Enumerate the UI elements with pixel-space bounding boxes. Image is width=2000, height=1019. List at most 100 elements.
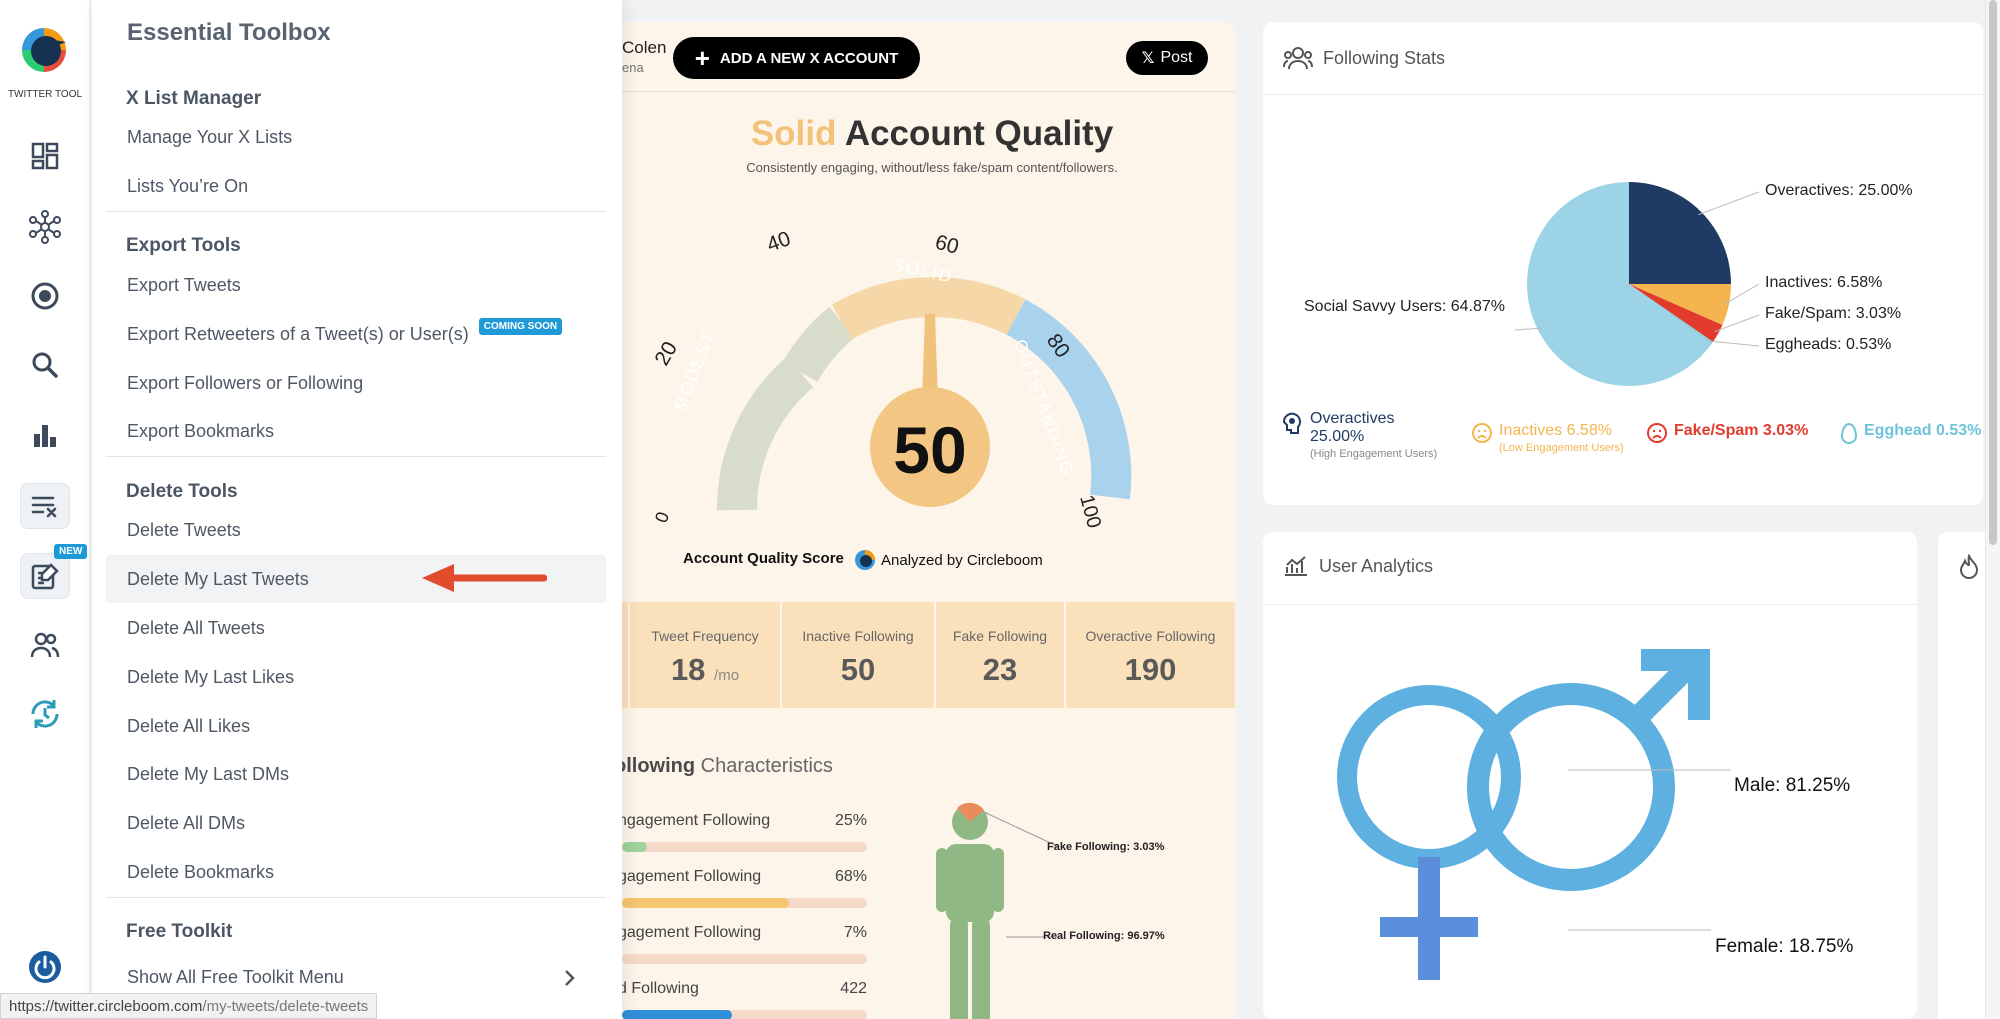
dashboard-icon[interactable] <box>20 133 70 179</box>
metric-edge <box>622 602 630 708</box>
page-scrollbar[interactable] <box>1985 0 2000 1019</box>
menu-item-delete-tweets[interactable]: Delete Tweets <box>127 519 241 540</box>
section-delete-tools: Delete Tools <box>126 481 238 502</box>
gauge-tick-60: 60 <box>933 231 962 259</box>
circleboom-mini-logo <box>855 550 875 570</box>
red-arrow-annotation <box>422 564 547 592</box>
legend-inactives: Inactives 6.58% (Low Engagement Users) <box>1471 422 1624 454</box>
fire-icon <box>1959 554 1979 579</box>
users-icon[interactable] <box>20 622 70 668</box>
pie-leader-line <box>1714 314 1760 333</box>
scrollbar-thumb[interactable] <box>1989 0 1997 545</box>
gauge-band-modest-upper <box>782 306 856 383</box>
metric-label: Overactive Following <box>1085 628 1216 644</box>
status-host: https://twitter.circleboom.com <box>9 997 203 1015</box>
characteristic-track <box>622 1010 867 1019</box>
menu-item-delete-last-likes[interactable]: Delete My Last Likes <box>127 666 295 687</box>
free-toolkit-label: Show All Free Toolkit Menu <box>127 966 344 987</box>
users-group-icon <box>1283 47 1313 70</box>
power-icon[interactable] <box>20 944 70 990</box>
section-free-toolkit: Free Toolkit <box>126 921 233 942</box>
following-person-figure <box>936 802 1058 1019</box>
menu-item-export-tweets[interactable]: Export Tweets <box>127 274 241 295</box>
export-retweeters-label: Export Retweeters of a Tweet(s) or User(… <box>127 323 469 344</box>
sync-icon[interactable] <box>20 691 70 737</box>
pie-leader-line <box>1724 283 1760 305</box>
sad-face-icon <box>1472 423 1492 443</box>
user-analytics-header: User Analytics <box>1283 555 1433 577</box>
legend-egghead: Egghead 0.53% <box>1840 422 1981 444</box>
legend-overactives-label: Overactives <box>1310 410 1395 427</box>
menu-divider <box>106 897 606 898</box>
quality-word: Solid <box>750 114 837 153</box>
user-analytics-card: User Analytics Male: 81.25% Female: 18.7… <box>1263 532 1917 1019</box>
characteristic-value: 25% <box>834 812 867 829</box>
add-account-button[interactable]: + ADD A NEW X ACCOUNT <box>673 37 920 79</box>
search-icon[interactable] <box>20 342 70 388</box>
menu-item-manage-lists[interactable]: Manage Your X Lists <box>127 126 293 147</box>
plus-icon: + <box>694 43 710 73</box>
metric-overactive-following: Overactive Following 190 <box>1066 602 1235 708</box>
characteristic-label: d Following <box>622 980 699 997</box>
metric-tweet-frequency: Tweet Frequency 18 /mo <box>630 602 782 708</box>
legend-overactives-value: 25.00% <box>1310 428 1365 445</box>
target-icon[interactable] <box>20 273 70 319</box>
quality-gauge: 50 0 20 40 60 80 100 MODEST SOLID OUTSTA… <box>650 227 1132 531</box>
following-stats-card: Following Stats Overactives: 25.00% Inac… <box>1263 22 1983 505</box>
pie-label-social-savvy: Social Savvy Users: 64.87% <box>1304 298 1505 315</box>
add-account-label: ADD A NEW X ACCOUNT <box>719 49 899 67</box>
gauge-needle <box>922 314 938 402</box>
bar-chart-icon[interactable] <box>20 412 70 458</box>
menu-item-delete-last-dms[interactable]: Delete My Last DMs <box>127 763 290 784</box>
x-post-button[interactable]: 𝕏 Post <box>1126 41 1208 75</box>
menu-item-export-followers[interactable]: Export Followers or Following <box>127 372 364 393</box>
characteristic-track <box>622 842 867 852</box>
characteristic-track <box>622 954 867 964</box>
menu-item-delete-all-likes[interactable]: Delete All Likes <box>127 715 251 736</box>
legend-inactives-sub: (Low Engagement Users) <box>1499 442 1624 454</box>
network-icon[interactable] <box>20 204 70 250</box>
metric-label: Tweet Frequency <box>651 628 759 644</box>
female-percent-label: Female: 18.75% <box>1715 936 1854 957</box>
menu-item-delete-bookmarks[interactable]: Delete Bookmarks <box>127 861 275 882</box>
circleboom-logo[interactable] <box>18 24 70 76</box>
gauge-band-modest <box>716 356 814 511</box>
gauge-center <box>870 387 990 507</box>
gauge-score: 50 <box>893 413 966 487</box>
male-symbol-circle <box>1467 683 1675 891</box>
characteristic-fill <box>622 1010 733 1019</box>
following-stats-header: Following Stats <box>1283 45 1445 71</box>
legend-fake: Fake/Spam 3.03% <box>1646 422 1808 444</box>
menu-item-delete-all-dms[interactable]: Delete All DMs <box>127 812 246 833</box>
legend-fake-label: Fake/Spam 3.03% <box>1674 422 1809 439</box>
metric-value: 50 <box>840 652 876 687</box>
menu-item-free-toolkit[interactable]: Show All Free Toolkit Menu <box>106 953 606 1001</box>
legend-overactives-sub: (High Engagement Users) <box>1310 448 1438 460</box>
metric-number: 18 <box>670 652 706 687</box>
metric-label: Fake Following <box>952 628 1048 644</box>
menu-item-export-bookmarks[interactable]: Export Bookmarks <box>127 420 275 441</box>
menu-item-export-retweeters[interactable]: Export Retweeters of a Tweet(s) or User(… <box>106 310 606 358</box>
legend-inactives-text: Inactives 6.58% (Low Engagement Users) <box>1499 422 1624 454</box>
section-export-tools: Export Tools <box>126 235 241 256</box>
characteristic-value: 7% <box>843 924 867 941</box>
gauge-tick-20: 20 <box>650 338 682 370</box>
metric-fake-following: Fake Following 23 <box>936 602 1066 708</box>
account-handle: ena <box>622 60 644 75</box>
characteristic-label: gagement Following <box>622 924 762 941</box>
gauge-tick-100: 100 <box>1075 493 1105 531</box>
edit-document-icon[interactable] <box>20 553 70 599</box>
menu-item-delete-all-tweets[interactable]: Delete All Tweets <box>127 617 265 638</box>
header-divider <box>622 91 1235 92</box>
angry-face-icon <box>1647 423 1667 443</box>
gauge-band-label-modest: MODEST <box>670 328 719 414</box>
fake-following-label: Fake Following: 3.03% <box>1047 841 1165 853</box>
menu-item-lists-on[interactable]: Lists You’re On <box>127 175 249 196</box>
chevron-right-icon <box>565 970 575 986</box>
quality-title: Solid Account Quality <box>622 114 1235 154</box>
menu-title: Essential Toolbox <box>127 19 331 46</box>
quality-heading: Account Quality <box>844 114 1114 153</box>
delete-list-icon[interactable] <box>20 483 70 529</box>
male-symbol-arrow-head <box>1641 649 1710 720</box>
gauge-tick-0: 0 <box>651 509 673 525</box>
